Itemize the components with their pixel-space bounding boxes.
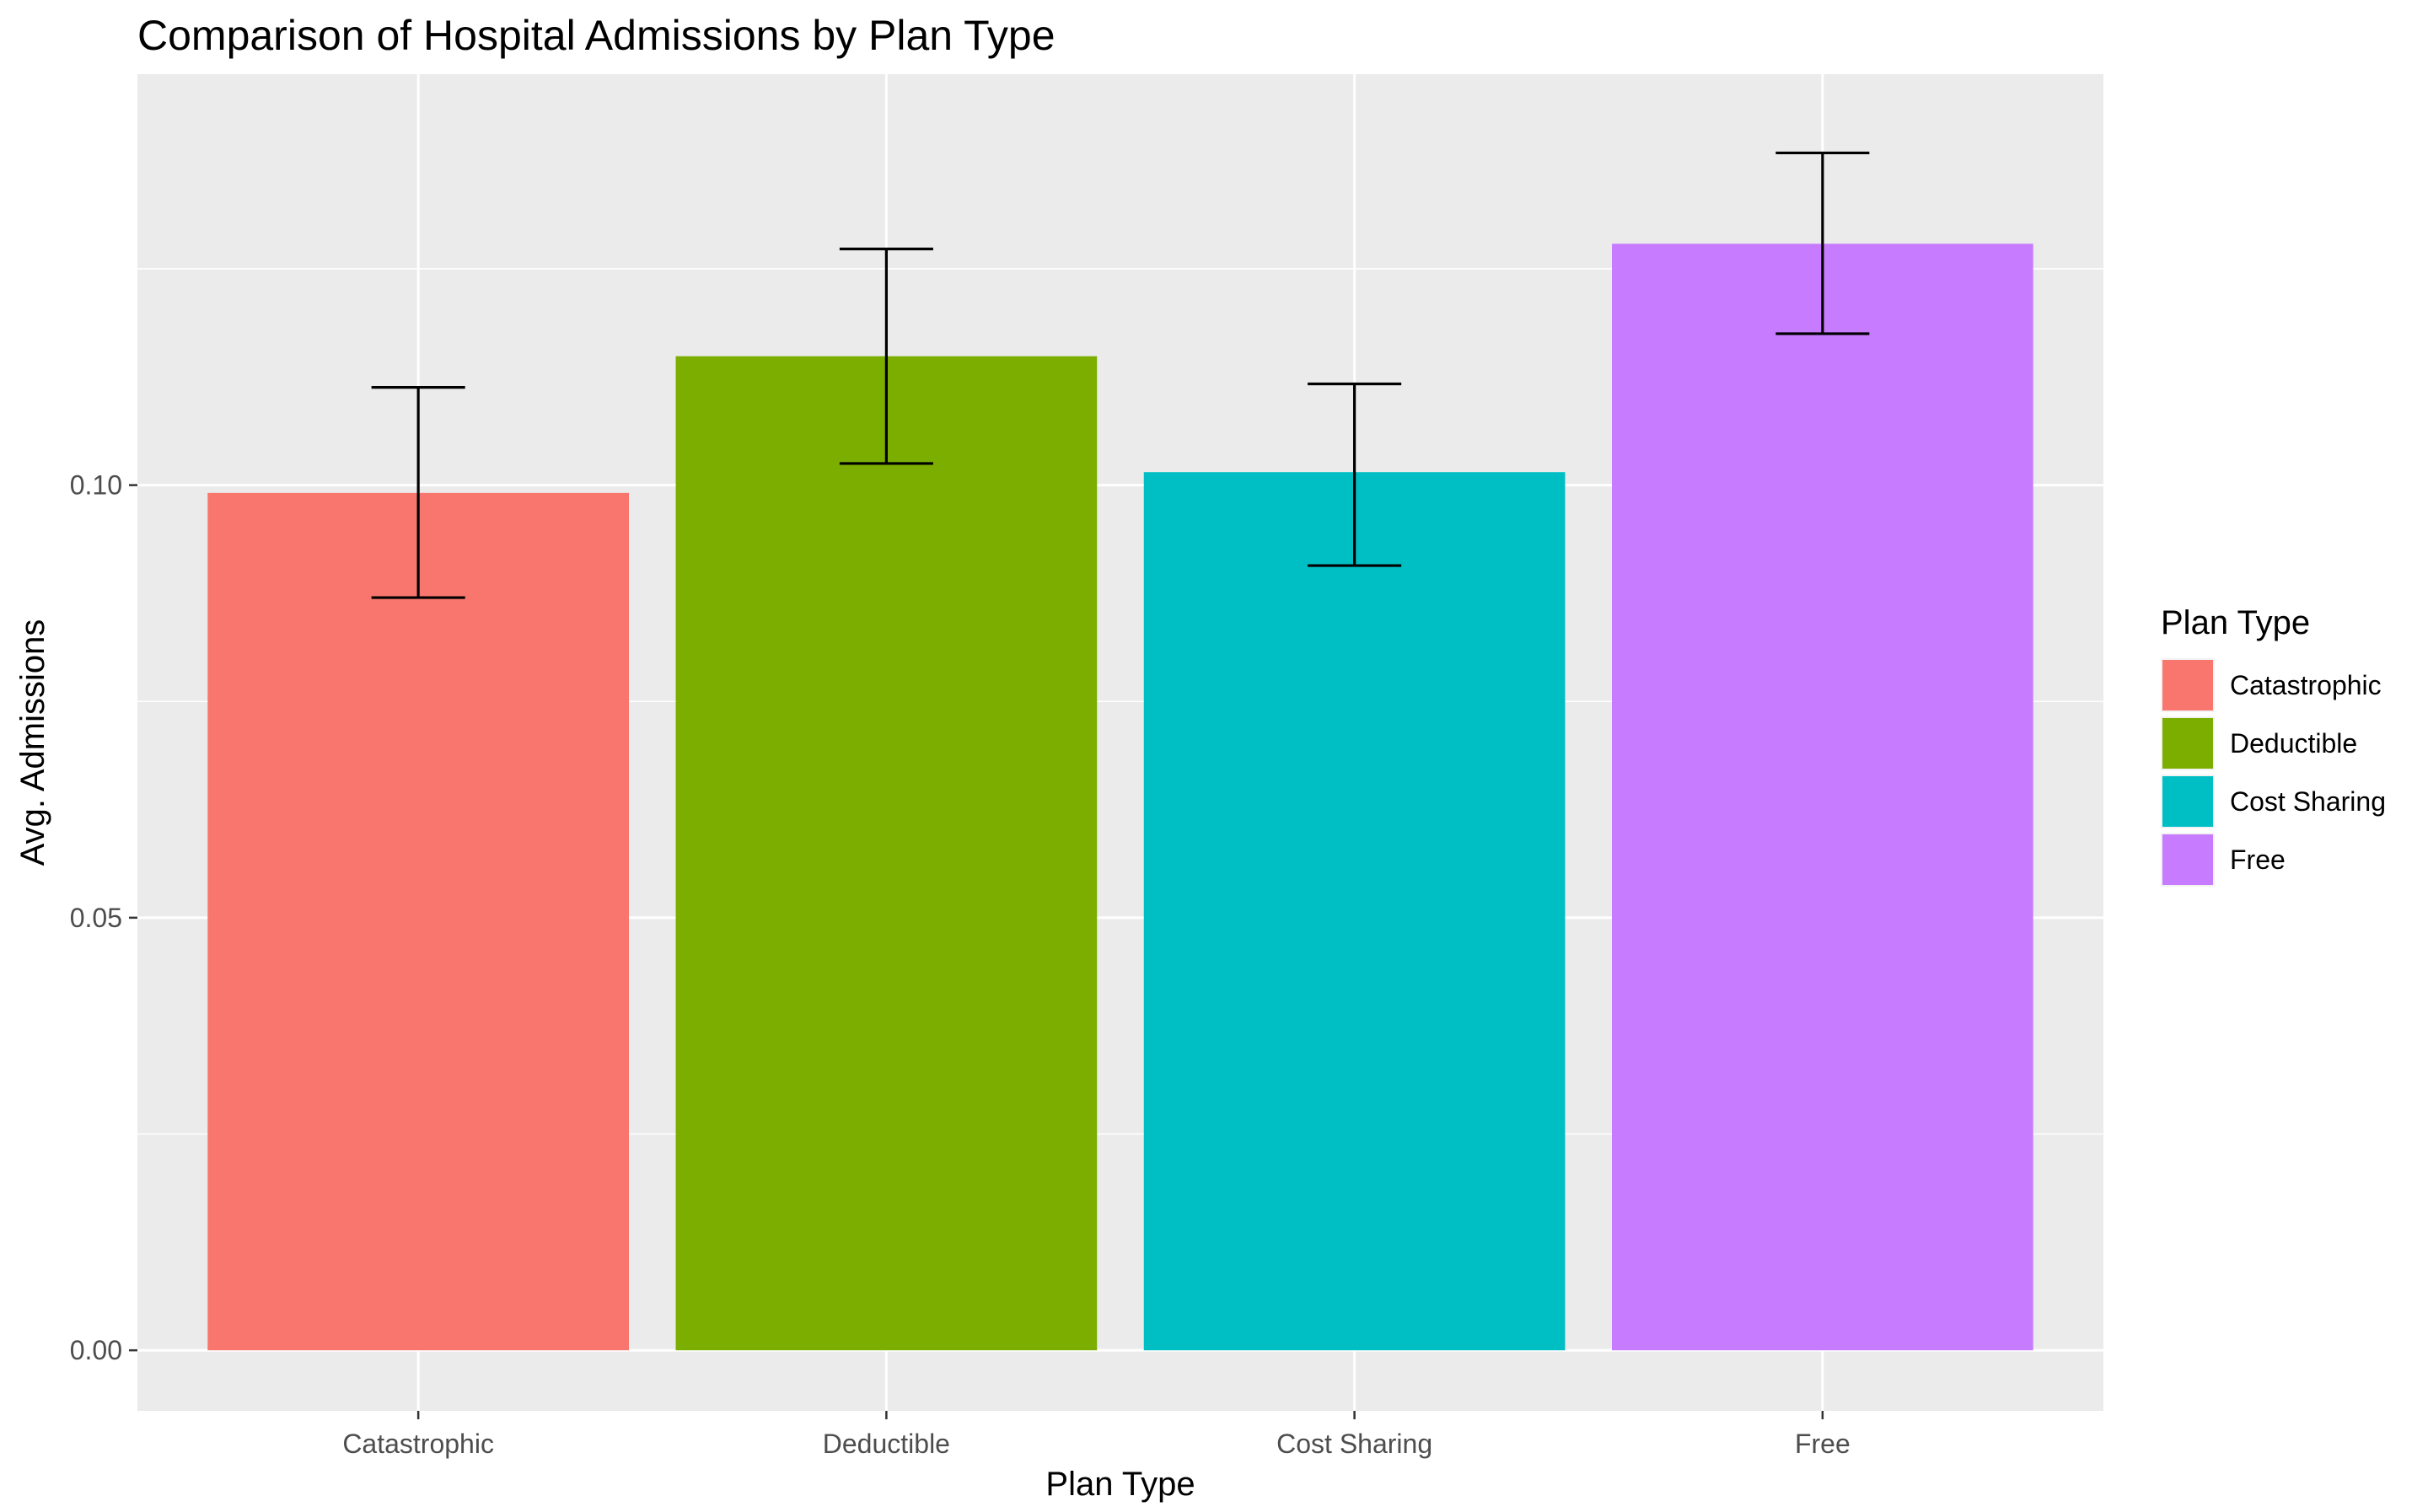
x-tick-label: Deductible bbox=[823, 1429, 950, 1459]
bar-cost-sharing bbox=[1143, 472, 1566, 1351]
x-axis: Catastrophic Deductible Cost Sharing Free bbox=[342, 1411, 1851, 1459]
legend-label: Free bbox=[2230, 844, 2286, 875]
y-tick-label: 0.10 bbox=[70, 470, 122, 501]
chart-title: Comparison of Hospital Admissions by Pla… bbox=[137, 12, 1056, 59]
bar-free bbox=[1612, 244, 2033, 1351]
bars-group bbox=[207, 244, 2033, 1351]
legend-title: Plan Type bbox=[2161, 604, 2310, 641]
y-axis-title: Avg. Admissions bbox=[14, 619, 51, 866]
legend-swatch-catastrophic bbox=[2162, 660, 2213, 710]
y-tick-label: 0.00 bbox=[70, 1335, 122, 1365]
legend-swatch-cost-sharing bbox=[2162, 776, 2213, 827]
y-tick-label: 0.05 bbox=[70, 903, 122, 933]
x-axis-title: Plan Type bbox=[1045, 1466, 1195, 1503]
bar-deductible bbox=[675, 356, 1098, 1351]
legend-swatch-deductible bbox=[2162, 718, 2213, 769]
legend-label: Catastrophic bbox=[2230, 670, 2382, 700]
legend: Plan Type Catastrophic Deductible Cost Sha… bbox=[2161, 604, 2386, 887]
error-bars-group bbox=[371, 151, 1870, 599]
x-tick-label: Cost Sharing bbox=[1276, 1429, 1432, 1459]
y-axis: 0.00 0.05 0.10 bbox=[70, 470, 137, 1365]
legend-label: Deductible bbox=[2230, 728, 2357, 759]
legend-label: Cost Sharing bbox=[2230, 786, 2386, 817]
x-tick-label: Catastrophic bbox=[342, 1429, 494, 1459]
legend-swatch-free bbox=[2162, 834, 2213, 885]
bar-catastrophic bbox=[207, 492, 630, 1351]
x-tick-label: Free bbox=[1795, 1429, 1851, 1459]
